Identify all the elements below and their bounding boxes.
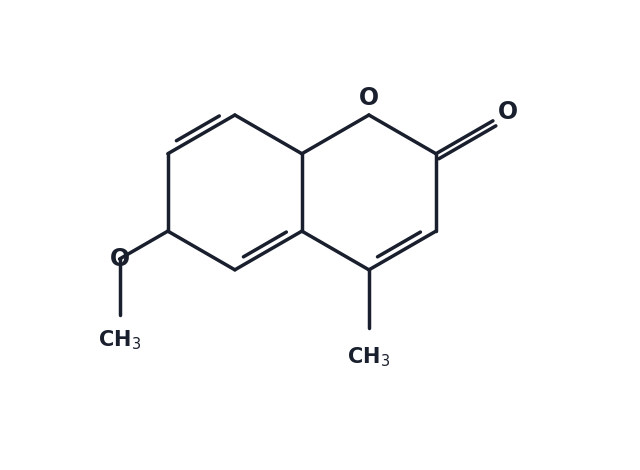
Text: O: O (359, 86, 379, 110)
Text: O: O (109, 247, 130, 271)
Text: CH$_3$: CH$_3$ (98, 329, 141, 352)
Text: O: O (498, 100, 518, 124)
Text: CH$_3$: CH$_3$ (348, 345, 390, 368)
